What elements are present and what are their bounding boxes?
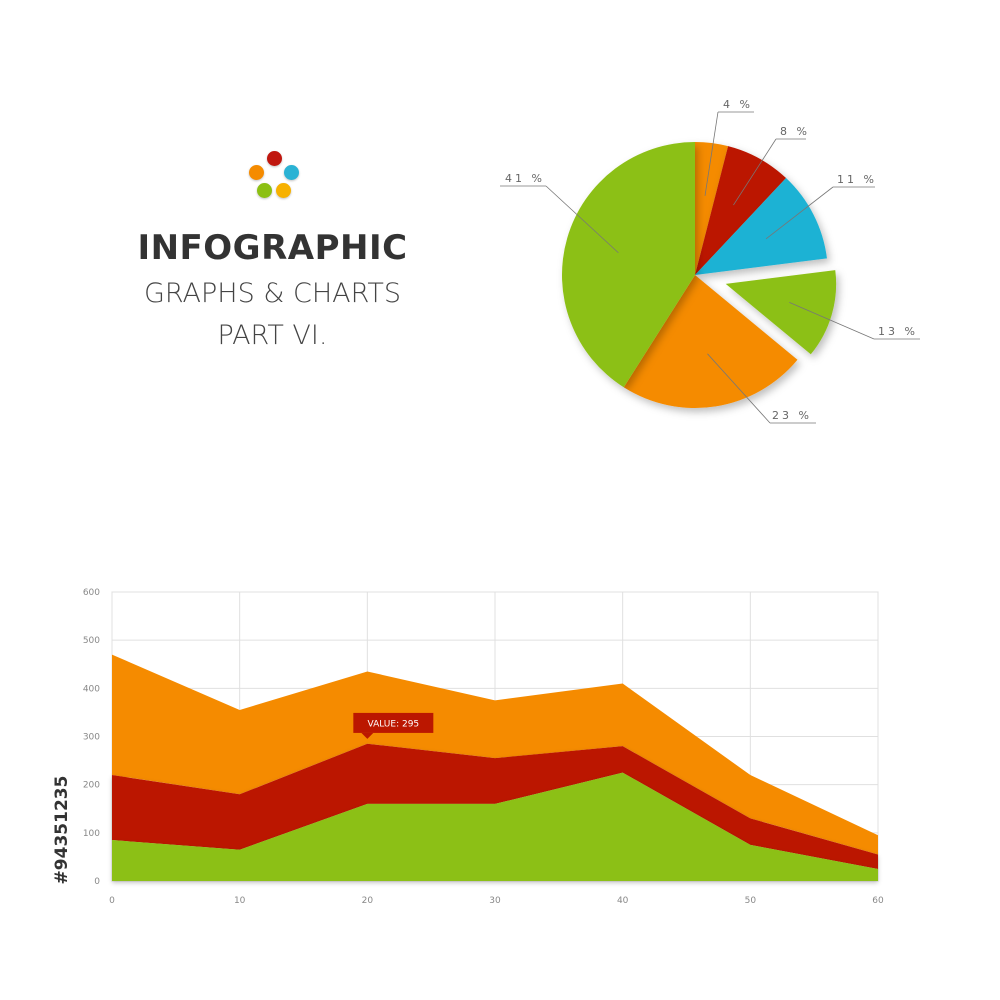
x-tick-label: 20 (362, 896, 374, 906)
x-tick-label: 10 (234, 896, 246, 906)
logo-dot (257, 183, 272, 198)
y-tick-label: 400 (83, 684, 100, 694)
pie-leader-line (704, 111, 719, 196)
pie-slice (623, 275, 798, 408)
pie-label: 23 % (772, 409, 812, 422)
x-tick-label: 60 (872, 896, 884, 906)
pie-leader-line (765, 186, 834, 240)
stock-id-code: #94351235 (52, 775, 72, 885)
pie-leader-line (707, 353, 771, 424)
y-tick-label: 100 (83, 829, 100, 839)
pie-label: 41 % (505, 172, 545, 185)
y-tick-label: 500 (83, 636, 100, 646)
y-tick-label: 300 (83, 733, 100, 743)
pie-slice (695, 142, 729, 275)
pie-label: 11 % (837, 173, 877, 186)
tooltip-label: VALUE: 295 (368, 719, 420, 729)
pie-label: 13 % (878, 325, 918, 338)
logo-dot (267, 151, 282, 166)
subtitle-graphs-charts: GRAPHS & CHARTS (143, 278, 402, 309)
infographic-title: INFOGRAPHIC (137, 228, 408, 268)
logo-dot (249, 165, 264, 180)
logo-dot (276, 183, 291, 198)
pie-slice (562, 142, 695, 388)
y-tick-label: 200 (83, 781, 100, 791)
x-tick-label: 50 (745, 896, 757, 906)
pie-chart: 4 % 8 % 11 % 13 % 23 % 41 % (500, 98, 920, 424)
pie-label: 8 % (780, 125, 810, 138)
area-chart: VALUE: 295 0 100 200 300 400 500 600 0 10 20 30 40 5… (83, 588, 884, 906)
area-series (112, 654, 878, 855)
x-tick-label: 0 (109, 896, 115, 906)
pie-slice (695, 146, 787, 275)
x-tick-label: 40 (617, 896, 629, 906)
value-tooltip (353, 712, 434, 733)
area-series (112, 743, 878, 869)
subtitle-part: PART VI. (217, 320, 328, 351)
pie-label: 4 % (723, 98, 753, 111)
pie-slice (725, 270, 837, 355)
x-tick-label: 30 (489, 896, 501, 906)
pie-leader-line (789, 302, 875, 340)
logo (240, 145, 310, 205)
logo-dot (284, 165, 299, 180)
tooltip-pointer (361, 732, 374, 739)
area-series (112, 772, 878, 881)
pie-slice (695, 178, 827, 275)
y-tick-label: 600 (83, 588, 100, 598)
pie-leader-line (545, 185, 619, 254)
pie-leader-line (733, 138, 777, 206)
y-tick-label: 0 (94, 877, 100, 887)
